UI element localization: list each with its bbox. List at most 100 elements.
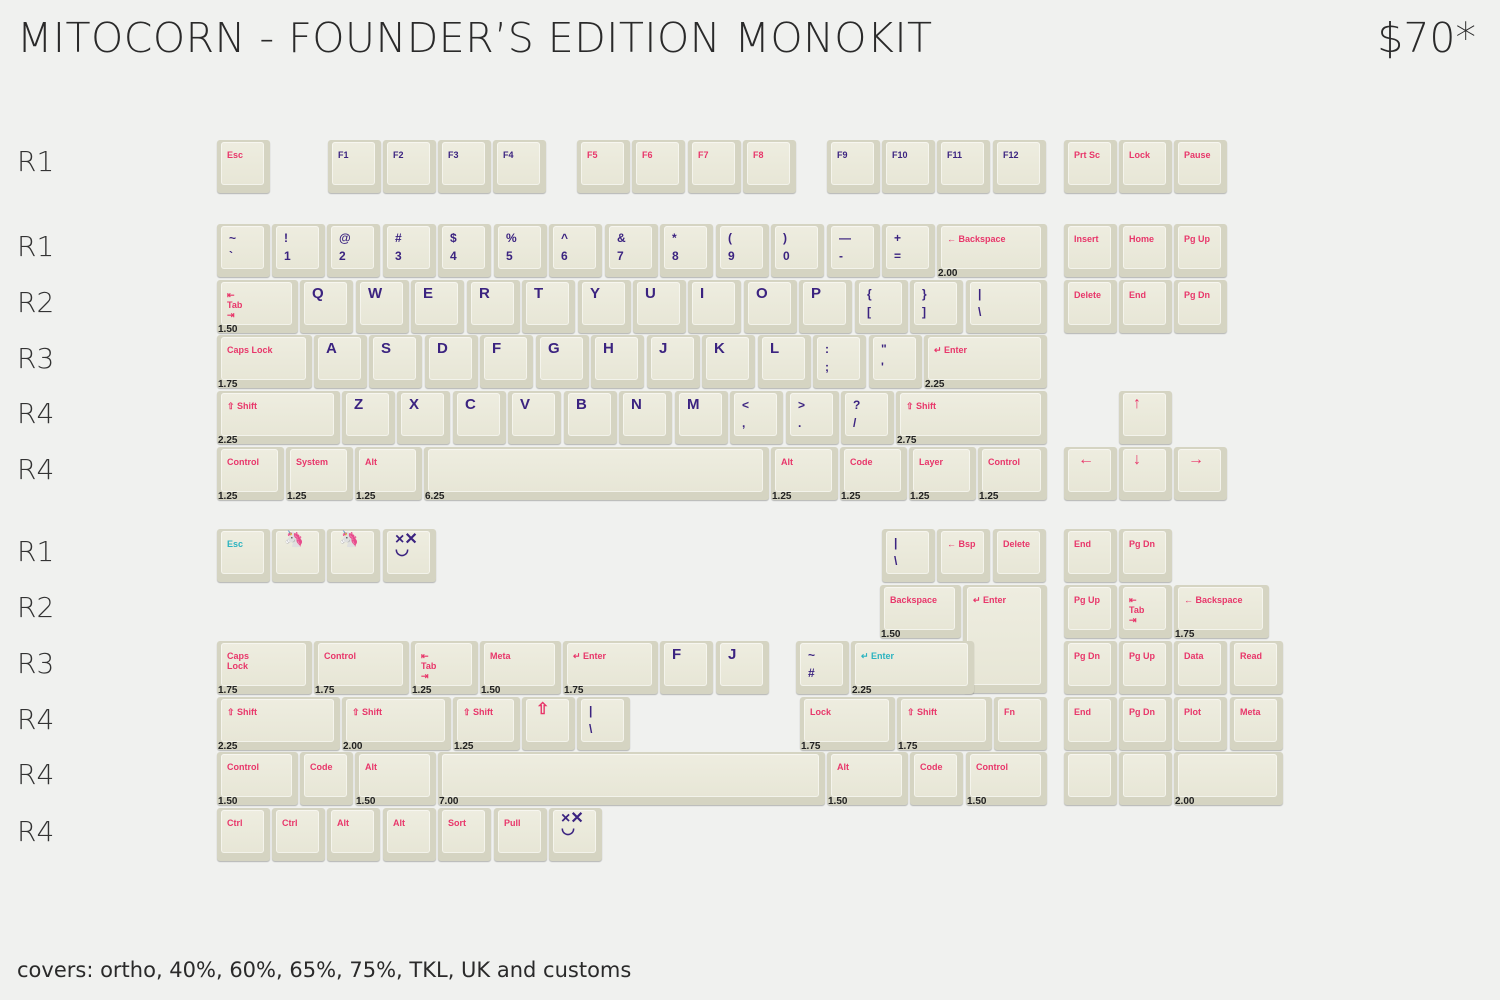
keycap: ~ ` <box>217 224 270 277</box>
keycap-top <box>318 643 403 686</box>
keycap-top <box>429 337 472 380</box>
keycap-legend: Esc <box>227 150 244 160</box>
keycap-legend: Pg Up <box>1074 595 1100 605</box>
keycap-top <box>540 337 583 380</box>
keycap-size-label: 1.25 <box>910 491 930 502</box>
keycap-top <box>512 393 555 436</box>
keycap: > . <box>786 391 839 444</box>
keycap-top <box>442 810 485 853</box>
keycap-legend: Code <box>310 762 333 772</box>
keycap: | \ <box>577 697 630 750</box>
keycap <box>1064 752 1117 805</box>
keycap: { [ <box>855 280 908 333</box>
keycap-top <box>900 393 1041 436</box>
keycap-top <box>276 226 319 269</box>
keycap-top <box>804 699 889 742</box>
keycap-top <box>886 531 929 574</box>
keycap-legend: ⇧ Shift <box>907 707 938 717</box>
keycap: K <box>702 335 755 388</box>
keycap-top <box>873 337 916 380</box>
keycap-legend: F <box>672 646 682 663</box>
keycap-legend: — - <box>839 231 851 263</box>
keycap: ⇧ Shift 1.25 <box>453 697 520 752</box>
keycap-top <box>221 531 264 574</box>
keycap-legend: ×✕ ◡ <box>561 810 584 837</box>
keycap-legend: G <box>548 340 560 357</box>
keycap-legend: ↑ <box>1133 395 1141 412</box>
keycap: Read <box>1230 641 1283 694</box>
keycap: + = <box>882 224 935 277</box>
keycap-top <box>1068 282 1111 325</box>
keycap: F7 <box>688 140 741 193</box>
keycap-legend: Q <box>312 285 324 302</box>
keycap-top <box>1068 449 1111 492</box>
keycap-top <box>221 142 264 185</box>
keycap: 🦄 <box>327 529 380 582</box>
keycap-legend: Pg Up <box>1184 234 1210 244</box>
keycap-top <box>664 226 707 269</box>
keycap-top <box>1068 587 1111 630</box>
keycap-legend: Ctrl <box>227 818 243 828</box>
keycap-top <box>360 282 403 325</box>
keycap: F4 <box>493 140 546 193</box>
keycap-top <box>1068 226 1111 269</box>
keycap-top <box>332 142 375 185</box>
keycap-legend: Caps Lock <box>227 345 273 355</box>
keycap: } ] <box>910 280 963 333</box>
keycap: ! 1 <box>272 224 325 277</box>
keycap: Control 1.25 <box>978 447 1047 502</box>
keycap-legend: ~ # <box>808 648 816 680</box>
keycap-legend: { [ <box>867 287 872 319</box>
keycap-size-label: 1.25 <box>356 491 376 502</box>
keycap-legend: Sort <box>448 818 466 828</box>
keycap: 🦄 <box>272 529 325 582</box>
keycap: Fn <box>994 697 1047 750</box>
keycap-legend: Lock <box>1129 150 1151 160</box>
keycap-legend: Code <box>920 762 943 772</box>
keycap-legend: A <box>326 340 337 357</box>
keycap-top <box>526 699 569 742</box>
keycap-top <box>844 449 901 492</box>
keycap: ↓ <box>1119 447 1172 500</box>
keycap-size-label: 1.75 <box>1175 629 1195 640</box>
keycap-legend: End <box>1129 290 1146 300</box>
keycap-legend: ? / <box>853 398 861 430</box>
keycap-legend: Prt Sc <box>1074 150 1101 160</box>
keycap-top <box>1178 142 1221 185</box>
row-label: R3 <box>17 647 55 680</box>
keycap-top <box>637 282 680 325</box>
keycap-size-label: 1.75 <box>218 685 238 696</box>
keycap: Pg Dn <box>1174 280 1227 333</box>
keycap: ⇤ Tab ⇥ 1.25 <box>411 641 478 696</box>
keycap-top <box>748 282 791 325</box>
keycap-top <box>442 142 485 185</box>
keycap-top <box>276 810 319 853</box>
keycap: ^ 6 <box>549 224 602 277</box>
keycap-top <box>221 810 264 853</box>
keycap-legend: F1 <box>338 150 349 160</box>
keycap: O <box>744 280 797 333</box>
keycap: U <box>633 280 686 333</box>
keycap-top <box>331 226 374 269</box>
keycap-legend: ↵ Enter <box>973 595 1007 605</box>
keycap-top <box>290 449 347 492</box>
keycap-legend: ⇤ Tab ⇥ <box>227 290 243 320</box>
keycap-legend: Delete <box>1074 290 1102 300</box>
keycap: ⇧ Shift 2.75 <box>896 391 1047 446</box>
keycap-size-label: 2.25 <box>852 685 872 696</box>
keycap-legend: Read <box>1240 651 1263 661</box>
keycap: C <box>453 391 506 444</box>
keycap-legend: ↵ Enter <box>573 651 607 661</box>
keycap-top <box>415 282 458 325</box>
keycap: Pg Up <box>1119 641 1172 694</box>
keycap-legend: ⇧ Shift <box>463 707 494 717</box>
keycap: Control 1.75 <box>314 641 409 696</box>
keycap-legend: System <box>296 457 329 467</box>
keycap: < , <box>730 391 783 444</box>
keycap: Control 1.25 <box>217 447 284 502</box>
keycap: I <box>688 280 741 333</box>
keycap: Alt <box>383 808 436 861</box>
keycap: F10 <box>882 140 935 193</box>
keycap: Pg Dn <box>1119 529 1172 582</box>
keycap-top <box>553 226 596 269</box>
